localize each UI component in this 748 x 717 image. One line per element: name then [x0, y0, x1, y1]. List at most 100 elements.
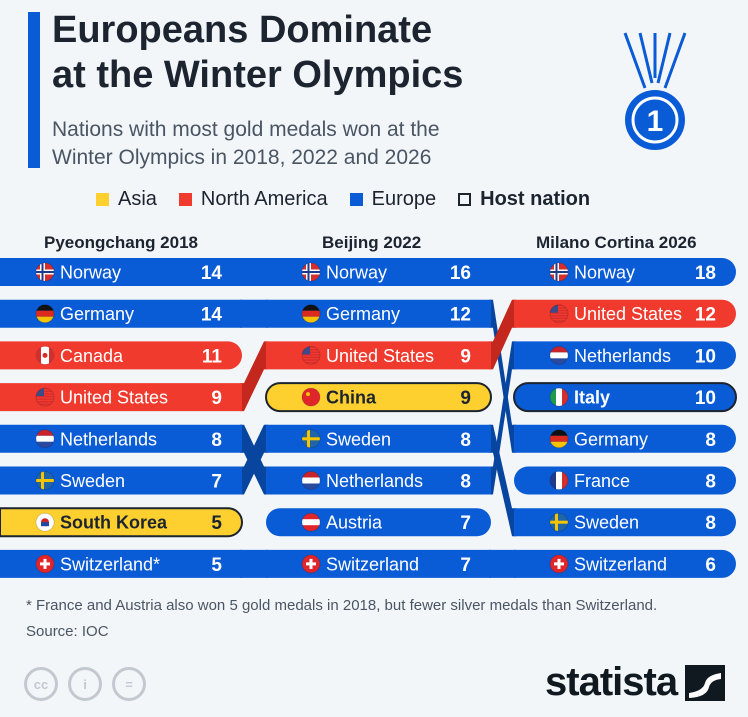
link-switzerland	[240, 549, 268, 578]
row-france: France 8	[514, 466, 736, 495]
row-sweden: Sweden 8	[266, 424, 491, 453]
bar	[0, 383, 242, 412]
flag-sweden-icon	[36, 471, 54, 490]
bar	[514, 508, 736, 537]
gold-count: 9	[460, 388, 471, 409]
links	[240, 258, 516, 578]
legend: Asia North America Europe Host nation	[96, 188, 590, 211]
bar	[0, 549, 242, 578]
bar	[266, 549, 491, 578]
country-label: Norway	[326, 263, 387, 283]
bar	[0, 466, 242, 495]
link-netherlands	[489, 341, 516, 495]
row-norway: Norway 18	[514, 258, 736, 286]
gold-count: 9	[211, 388, 222, 409]
statista-logo: statista	[545, 660, 726, 705]
row-germany: Germany 8	[514, 424, 736, 453]
legend-europe: Europe	[349, 188, 436, 211]
accent-bar	[28, 12, 40, 168]
bar	[266, 341, 491, 370]
bar	[266, 424, 491, 453]
row-netherlands: Netherlands 8	[0, 424, 242, 453]
bar	[266, 258, 491, 286]
bar	[0, 507, 243, 538]
cc-icon: cc	[24, 667, 58, 701]
gold-count: 7	[460, 513, 471, 534]
country-label: United States	[326, 346, 434, 366]
country-label: Norway	[60, 263, 121, 283]
bar	[0, 341, 243, 370]
row-china: China 9	[265, 382, 492, 413]
bar	[514, 341, 736, 370]
flag-united-states-icon	[36, 388, 54, 405]
country-label: Italy	[574, 388, 610, 408]
link-germany	[240, 299, 268, 328]
gold-count: 12	[450, 305, 471, 326]
footnote: * France and Austria also won 5 gold med…	[26, 597, 658, 614]
country-label: United States	[60, 388, 168, 408]
country-label: Sweden	[326, 429, 391, 449]
country-label: France	[574, 471, 630, 491]
flag-canada-icon	[36, 346, 54, 365]
flag-norway-icon	[550, 263, 568, 281]
column-header-2026: Milano Cortina 2026	[536, 233, 697, 252]
bar	[514, 258, 736, 286]
row-netherlands: Netherlands 8	[266, 466, 491, 495]
row-sweden: Sweden 8	[514, 508, 736, 537]
country-label: Germany	[326, 304, 400, 324]
flag-germany-icon	[302, 304, 320, 323]
bar	[0, 258, 242, 286]
row-switzerland: Switzerland 7	[266, 549, 491, 578]
gold-count: 8	[460, 472, 471, 493]
link-united-states	[240, 341, 268, 412]
link-norway	[240, 258, 268, 286]
legend-host-nation: Host nation	[458, 188, 590, 211]
flag-norway-icon	[36, 263, 54, 281]
country-label: Austria	[326, 513, 383, 533]
bar	[513, 382, 737, 413]
bar	[514, 466, 736, 495]
column-header-2018: Pyeongchang 2018	[44, 233, 199, 252]
row-switzerland: Switzerland 6	[514, 549, 736, 578]
row-united-states: United States 9	[266, 341, 491, 370]
country-label: South Korea	[60, 513, 168, 533]
bar	[514, 424, 736, 453]
country-label: Switzerland	[574, 554, 667, 574]
flag-italy-icon	[550, 388, 568, 407]
flag-switzerland-icon	[550, 554, 568, 573]
bar	[0, 299, 242, 328]
column-header-2022: Beijing 2022	[322, 233, 422, 252]
row-south-korea: South Korea 5	[0, 507, 243, 538]
flag-sweden-icon	[302, 429, 320, 448]
column-pyeongchang-: Norway 14 Germany 14 Canada 11 United States 9 N…	[0, 258, 243, 578]
flag-norway-icon	[302, 263, 320, 281]
link-switzerland	[489, 549, 516, 578]
country-label: Switzerland	[326, 554, 419, 574]
flag-netherlands-icon	[302, 471, 320, 490]
country-label: Sweden	[574, 513, 639, 533]
bar	[266, 299, 491, 328]
license-icons: cc i =	[24, 667, 146, 701]
row-italy: Italy 10	[513, 382, 737, 413]
row-austria: Austria 7	[266, 508, 492, 537]
flag-united-states-icon	[550, 304, 568, 322]
legend-north-america: North America	[178, 188, 328, 211]
flag-germany-icon	[550, 429, 568, 448]
country-label: Norway	[574, 263, 635, 283]
row-norway: Norway 16	[266, 258, 491, 286]
country-label: Netherlands	[60, 429, 157, 449]
row-norway: Norway 14	[0, 258, 242, 286]
row-sweden: Sweden 7	[0, 466, 242, 495]
flag-netherlands-icon	[550, 346, 568, 365]
gold-count: 7	[460, 555, 471, 576]
gold-count: 8	[705, 513, 716, 534]
gold-count: 9	[460, 346, 471, 367]
gold-count: 14	[201, 305, 223, 326]
bar	[266, 508, 492, 537]
flag-france-icon	[550, 471, 568, 490]
column-beijing-: Norway 16 Germany 12 United States 9 China 9 Swe…	[265, 258, 492, 578]
country-label: Netherlands	[326, 471, 423, 491]
flag-china-icon	[302, 388, 320, 407]
gold-count: 5	[211, 555, 222, 576]
